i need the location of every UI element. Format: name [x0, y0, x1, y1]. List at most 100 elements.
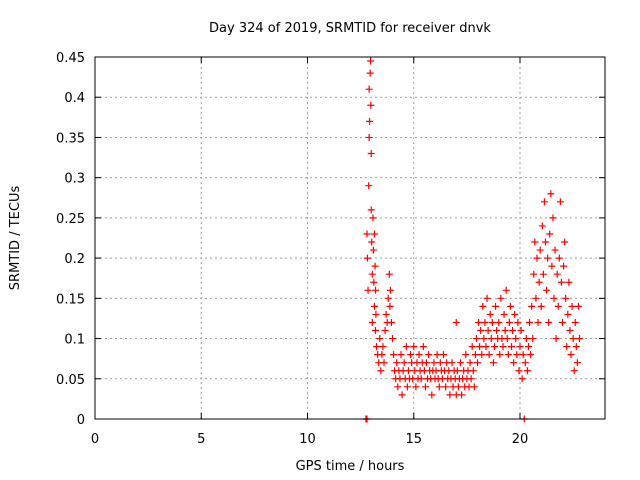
data-point — [543, 286, 551, 294]
data-point — [519, 351, 527, 359]
data-point — [488, 318, 496, 326]
data-point — [471, 351, 479, 359]
grid — [95, 57, 605, 419]
data-point — [436, 359, 444, 367]
data-point — [542, 238, 549, 246]
data-point — [470, 383, 478, 391]
data-point — [425, 351, 433, 359]
data-point — [548, 262, 556, 270]
data-point — [568, 302, 576, 310]
data-point — [453, 367, 461, 375]
ticks — [94, 56, 605, 420]
data-point — [521, 359, 529, 367]
data-point — [477, 327, 485, 335]
data-point — [484, 327, 492, 335]
data-point — [454, 383, 462, 391]
data-point — [522, 335, 530, 343]
x-tick-label: 5 — [197, 432, 205, 447]
data-point — [527, 351, 535, 359]
data-point — [551, 246, 559, 254]
data-point — [566, 327, 574, 335]
data-point — [535, 278, 543, 286]
data-point — [499, 343, 507, 351]
x-tick-label: 15 — [405, 432, 422, 447]
data-point — [370, 302, 378, 310]
y-tick-label: 0.3 — [64, 172, 85, 187]
data-point — [364, 286, 372, 294]
data-point — [479, 302, 487, 310]
chart-title: Day 324 of 2019, SRMTID for receiver dnv… — [209, 21, 491, 36]
data-point — [446, 391, 454, 399]
data-point — [495, 318, 503, 326]
data-point — [537, 302, 545, 310]
data-point — [549, 214, 557, 222]
data-point — [430, 359, 438, 367]
data-point — [377, 367, 385, 375]
y-tick-label: 0.1 — [64, 333, 85, 348]
y-tick-label: 0.4 — [64, 91, 85, 106]
data-point — [546, 230, 554, 238]
data-point — [381, 327, 389, 335]
data-point — [489, 359, 497, 367]
data-point — [529, 335, 537, 343]
data-point — [421, 383, 429, 391]
data-point — [393, 359, 401, 367]
data-point — [505, 318, 513, 326]
data-point — [407, 351, 415, 359]
data-point — [511, 310, 519, 318]
data-point — [513, 351, 521, 359]
data-point — [559, 318, 566, 326]
data-point — [365, 85, 373, 93]
data-point — [560, 262, 568, 270]
data-point — [378, 351, 386, 359]
y-axis-label: SRMTID / TECUs — [8, 186, 23, 291]
data-point — [544, 254, 552, 262]
data-point — [553, 270, 561, 278]
data-point — [370, 230, 378, 238]
x-axis-label: GPS time / hours — [296, 459, 405, 474]
data-point — [372, 327, 379, 335]
data-point — [557, 278, 565, 286]
data-points — [362, 57, 583, 423]
data-point — [491, 343, 498, 351]
data-point — [492, 302, 500, 310]
data-point — [379, 343, 387, 351]
data-point — [572, 343, 580, 351]
x-tick-label: 0 — [91, 432, 99, 447]
data-point — [536, 246, 544, 254]
y-tick-label: 0.25 — [56, 212, 85, 227]
data-point — [400, 359, 408, 367]
data-point — [410, 343, 418, 351]
data-point — [538, 222, 546, 230]
data-point — [442, 383, 450, 391]
data-point — [534, 318, 542, 326]
data-point — [500, 310, 508, 318]
data-point — [531, 238, 539, 246]
data-point — [363, 254, 371, 262]
data-point — [567, 351, 575, 359]
data-point — [554, 302, 562, 310]
data-point — [487, 335, 495, 343]
data-point — [509, 327, 517, 335]
data-point — [398, 391, 406, 399]
data-point — [412, 383, 420, 391]
data-point — [562, 294, 570, 302]
data-point — [517, 327, 525, 335]
data-point — [480, 335, 488, 343]
data-point — [565, 278, 573, 286]
data-point — [366, 117, 374, 125]
data-point — [497, 294, 505, 302]
data-point — [512, 335, 520, 343]
data-point — [502, 286, 510, 294]
data-point — [372, 310, 380, 318]
data-point — [376, 335, 384, 343]
data-point — [467, 375, 475, 383]
data-point — [486, 310, 494, 318]
data-point — [423, 359, 430, 367]
data-point — [466, 359, 474, 367]
data-point — [415, 351, 423, 359]
data-point — [417, 375, 425, 383]
plot-frame — [94, 56, 606, 420]
